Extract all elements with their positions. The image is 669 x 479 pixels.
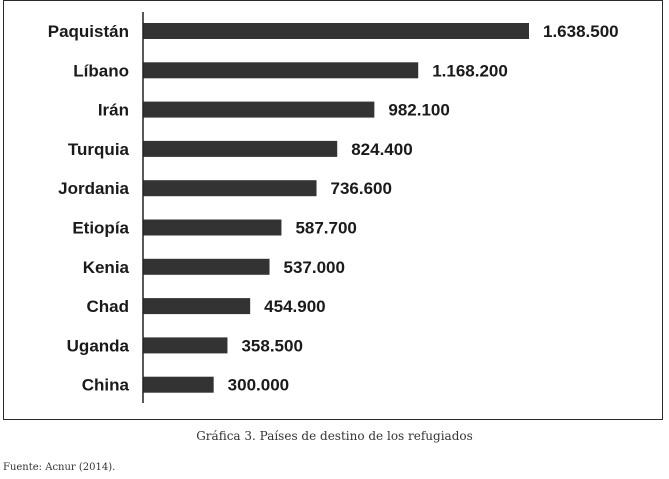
bar [143, 101, 375, 118]
value-label: 537.000 [284, 258, 345, 277]
chart-frame: Paquistán 1.638.500 Líbano 1.168.200 Irán 982… [3, 0, 663, 420]
bar [143, 180, 317, 197]
category-label: Turquia [68, 140, 130, 159]
bar [143, 376, 214, 393]
bar [143, 258, 270, 275]
value-label: 454.900 [264, 297, 325, 316]
figure-caption: Gráfica 3. Países de destino de los refu… [196, 429, 473, 443]
value-label: 736.600 [331, 179, 392, 198]
category-label: China [82, 376, 130, 395]
bar [143, 62, 419, 79]
value-label: 358.500 [241, 336, 302, 355]
value-label: 982.100 [388, 101, 449, 120]
bar-chart: Paquistán 1.638.500 Líbano 1.168.200 Irán 982… [48, 12, 619, 403]
category-label: Irán [98, 101, 129, 120]
category-label: Paquistán [48, 22, 129, 41]
category-label: Jordania [58, 179, 129, 198]
category-label: Etiopía [72, 219, 129, 238]
category-label: Uganda [67, 336, 130, 355]
category-label: Líbano [73, 61, 129, 80]
value-label: 824.400 [351, 140, 412, 159]
bar [143, 298, 251, 315]
bar [143, 140, 338, 157]
figure-source: Fuente: Acnur (2014). [3, 462, 116, 473]
value-label: 1.168.200 [432, 61, 508, 80]
value-label: 300.000 [228, 376, 289, 395]
category-label: Kenia [83, 258, 130, 277]
value-label: 587.700 [295, 219, 356, 238]
bar [143, 337, 228, 354]
bar [143, 219, 282, 236]
value-label: 1.638.500 [543, 22, 619, 41]
bars-layer: Paquistán 1.638.500 Líbano 1.168.200 Irán 982… [48, 22, 619, 395]
category-label: Chad [87, 297, 130, 316]
bar [143, 23, 529, 39]
